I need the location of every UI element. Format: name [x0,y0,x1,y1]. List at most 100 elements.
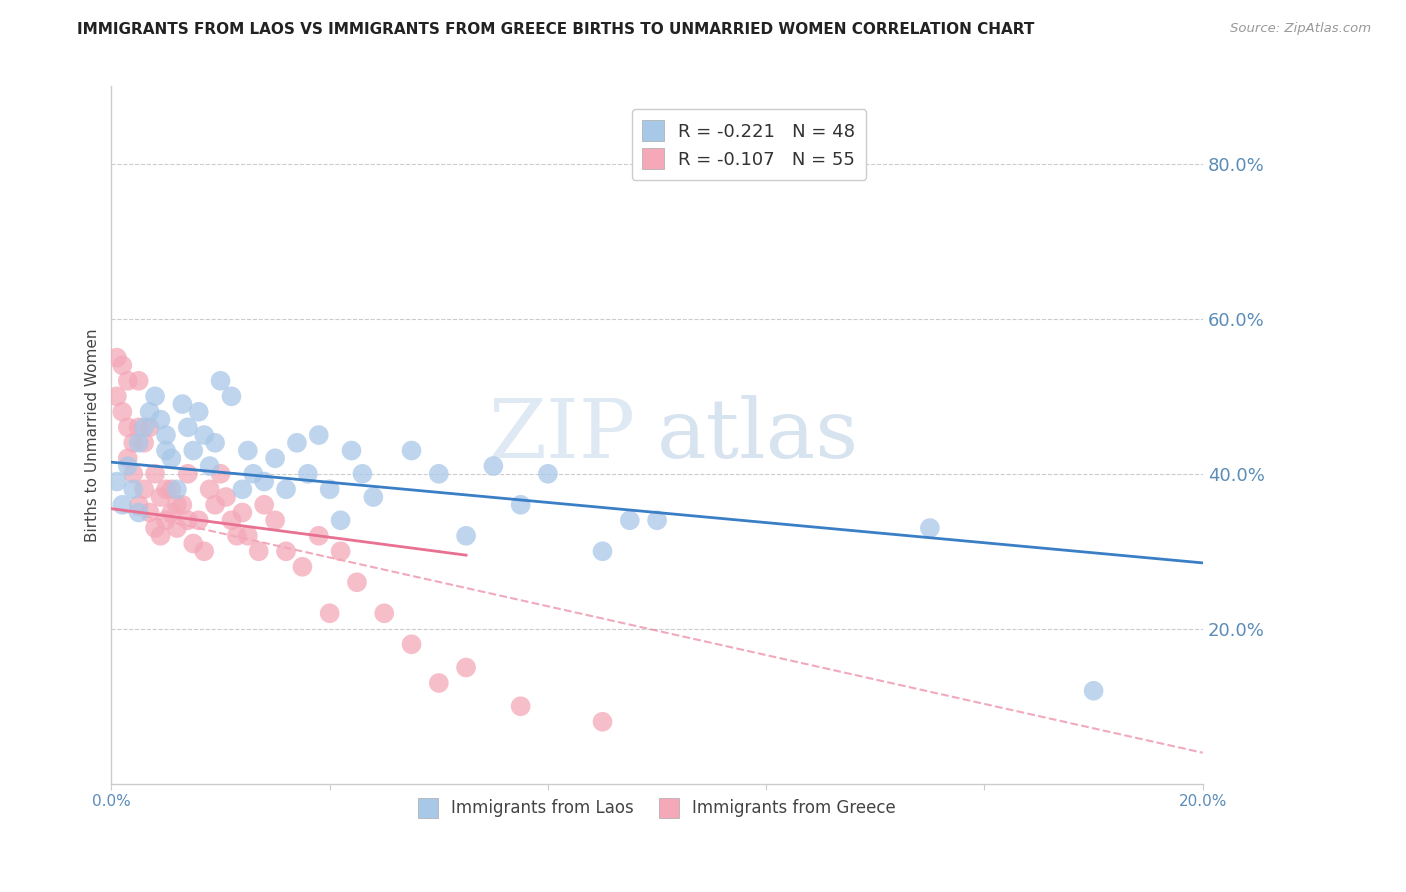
Point [193,428,215,442]
Point [247,544,270,558]
Point [509,498,531,512]
Point [155,483,177,497]
Point [117,451,139,466]
Point [537,467,560,481]
Y-axis label: Births to Unmarried Women: Births to Unmarried Women [86,328,100,541]
Point [134,435,156,450]
Point [401,637,423,651]
Point [155,513,177,527]
Point [645,513,668,527]
Point [181,536,204,550]
Point [143,521,166,535]
Point [160,451,183,466]
Point [155,428,177,442]
Point [128,435,150,450]
Point [509,699,531,714]
Point [160,483,183,497]
Point [187,513,209,527]
Point [117,458,139,473]
Point [166,521,188,535]
Point [105,351,128,365]
Point [373,607,395,621]
Point [134,420,156,434]
Point [143,467,166,481]
Point [122,483,145,497]
Point [122,435,145,450]
Point [128,420,150,434]
Point [274,544,297,558]
Point [253,475,276,489]
Point [138,420,160,434]
Point [204,435,226,450]
Point [308,529,330,543]
Point [128,374,150,388]
Point [291,559,314,574]
Point [221,389,243,403]
Point [105,475,128,489]
Point [592,714,614,729]
Point [138,506,160,520]
Point [274,483,297,497]
Point [264,513,287,527]
Point [166,483,188,497]
Point [215,490,238,504]
Legend: Immigrants from Laos, Immigrants from Greece: Immigrants from Laos, Immigrants from Gr… [412,791,903,824]
Point [172,397,194,411]
Point [117,374,139,388]
Point [619,513,641,527]
Point [329,513,352,527]
Point [177,467,200,481]
Text: Source: ZipAtlas.com: Source: ZipAtlas.com [1230,22,1371,36]
Point [177,513,200,527]
Point [111,498,134,512]
Point [166,498,188,512]
Point [187,405,209,419]
Point [128,498,150,512]
Point [221,513,243,527]
Point [143,389,166,403]
Point [264,451,287,466]
Point [209,467,232,481]
Point [454,660,477,674]
Point [427,676,450,690]
Point [454,529,477,543]
Point [134,483,156,497]
Point [253,498,276,512]
Point [231,483,253,497]
Point [329,544,352,558]
Point [172,498,194,512]
Text: ZIP: ZIP [488,395,636,475]
Point [226,529,249,543]
Text: IMMIGRANTS FROM LAOS VS IMMIGRANTS FROM GREECE BIRTHS TO UNMARRIED WOMEN CORRELA: IMMIGRANTS FROM LAOS VS IMMIGRANTS FROM … [77,22,1035,37]
Point [117,420,139,434]
Point [193,544,215,558]
Point [111,405,134,419]
Point [482,458,505,473]
Point [128,506,150,520]
Point [401,443,423,458]
Point [427,467,450,481]
Point [177,420,200,434]
Point [209,374,232,388]
Point [138,405,160,419]
Point [1083,683,1105,698]
Point [285,435,308,450]
Point [918,521,941,535]
Text: atlas: atlas [657,395,859,475]
Point [160,506,183,520]
Point [111,359,134,373]
Point [149,412,172,426]
Point [308,428,330,442]
Point [592,544,614,558]
Point [318,607,340,621]
Point [155,443,177,458]
Point [198,483,221,497]
Point [231,506,253,520]
Point [318,483,340,497]
Point [352,467,374,481]
Point [105,389,128,403]
Point [340,443,363,458]
Point [297,467,319,481]
Point [198,458,221,473]
Point [122,467,145,481]
